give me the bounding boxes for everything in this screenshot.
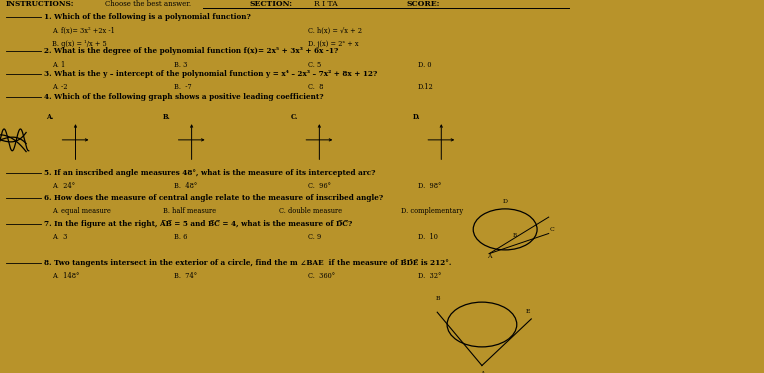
Text: B.  -7: B. -7 <box>174 83 192 91</box>
Text: D. complementary: D. complementary <box>400 207 463 216</box>
Text: B. 3: B. 3 <box>174 60 188 69</box>
Text: A. -2: A. -2 <box>52 83 68 91</box>
Text: C: C <box>549 227 554 232</box>
Text: 8. Two tangents intersect in the exterior of a circle, find the m ∠BAE  if the m: 8. Two tangents intersect in the exterio… <box>44 259 451 267</box>
Text: D.  32°: D. 32° <box>418 272 442 280</box>
Text: B.: B. <box>163 113 170 122</box>
Text: B. 6: B. 6 <box>174 233 188 241</box>
Text: 5. If an inscribed angle measures 48°, what is the measure of its intercepted ar: 5. If an inscribed angle measures 48°, w… <box>44 169 375 178</box>
Text: C.  96°: C. 96° <box>308 182 331 191</box>
Text: D.: D. <box>413 113 420 122</box>
Text: D.  10: D. 10 <box>418 233 438 241</box>
Text: D. 0: D. 0 <box>418 60 432 69</box>
Text: E: E <box>526 309 531 314</box>
Text: C. 5: C. 5 <box>308 60 321 69</box>
Text: A. equal measure: A. equal measure <box>52 207 111 216</box>
Text: C.  360°: C. 360° <box>308 272 335 280</box>
Text: A.  148°: A. 148° <box>52 272 82 280</box>
Text: B: B <box>513 233 516 238</box>
Text: D.12: D.12 <box>418 83 434 91</box>
Text: C. 9: C. 9 <box>308 233 321 241</box>
Text: A. 1: A. 1 <box>52 60 66 69</box>
Text: B: B <box>436 296 441 301</box>
Text: 3. What is the y – intercept of the polynomial function y = x⁴ – 2x³ – 7x² + 8x : 3. What is the y – intercept of the poly… <box>44 70 377 78</box>
Text: A.  24°: A. 24° <box>52 182 76 191</box>
Text: A.  3: A. 3 <box>52 233 68 241</box>
Text: D. j(x) = 2ˣ + x: D. j(x) = 2ˣ + x <box>308 40 358 48</box>
Text: R I TA: R I TA <box>313 0 337 9</box>
Text: D: D <box>503 200 507 204</box>
Text: B. g(x) = ¹/x + 5: B. g(x) = ¹/x + 5 <box>52 40 107 48</box>
Text: Choose the best answer.: Choose the best answer. <box>105 0 191 9</box>
Text: 7. In the figure at the right, A̅B̅ = 5 and B̅C̅ = 4, what is the measure of D̅C: 7. In the figure at the right, A̅B̅ = 5 … <box>44 220 352 228</box>
Text: D.  98°: D. 98° <box>418 182 442 191</box>
Text: 4. Which of the following graph shows a positive leading coefficient?: 4. Which of the following graph shows a … <box>44 93 323 101</box>
Text: C. double measure: C. double measure <box>279 207 342 216</box>
Text: 2. What is the degree of the polynomial function f(x)= 2x⁵ + 3x³ + 6x -1?: 2. What is the degree of the polynomial … <box>44 47 338 56</box>
Text: B.  48°: B. 48° <box>174 182 197 191</box>
Text: B.  74°: B. 74° <box>174 272 197 280</box>
Text: B. half measure: B. half measure <box>163 207 215 216</box>
Text: 6. How does the measure of central angle relate to the measure of inscribed angl: 6. How does the measure of central angle… <box>44 194 383 203</box>
Text: A. f(x)= 3x² +2x -1: A. f(x)= 3x² +2x -1 <box>52 27 115 35</box>
Text: A: A <box>480 371 484 373</box>
Text: C.: C. <box>290 113 298 122</box>
Text: 1. Which of the following is a polynomial function?: 1. Which of the following is a polynomia… <box>44 13 251 21</box>
Text: C.  8: C. 8 <box>308 83 323 91</box>
Text: A.: A. <box>47 113 53 122</box>
Text: SECTION:: SECTION: <box>250 0 293 9</box>
Text: INSTRUCTIONS:: INSTRUCTIONS: <box>6 0 74 9</box>
Text: SCORE:: SCORE: <box>406 0 440 9</box>
Text: C. h(x) = √x + 2: C. h(x) = √x + 2 <box>308 27 361 35</box>
Text: A: A <box>487 254 491 258</box>
